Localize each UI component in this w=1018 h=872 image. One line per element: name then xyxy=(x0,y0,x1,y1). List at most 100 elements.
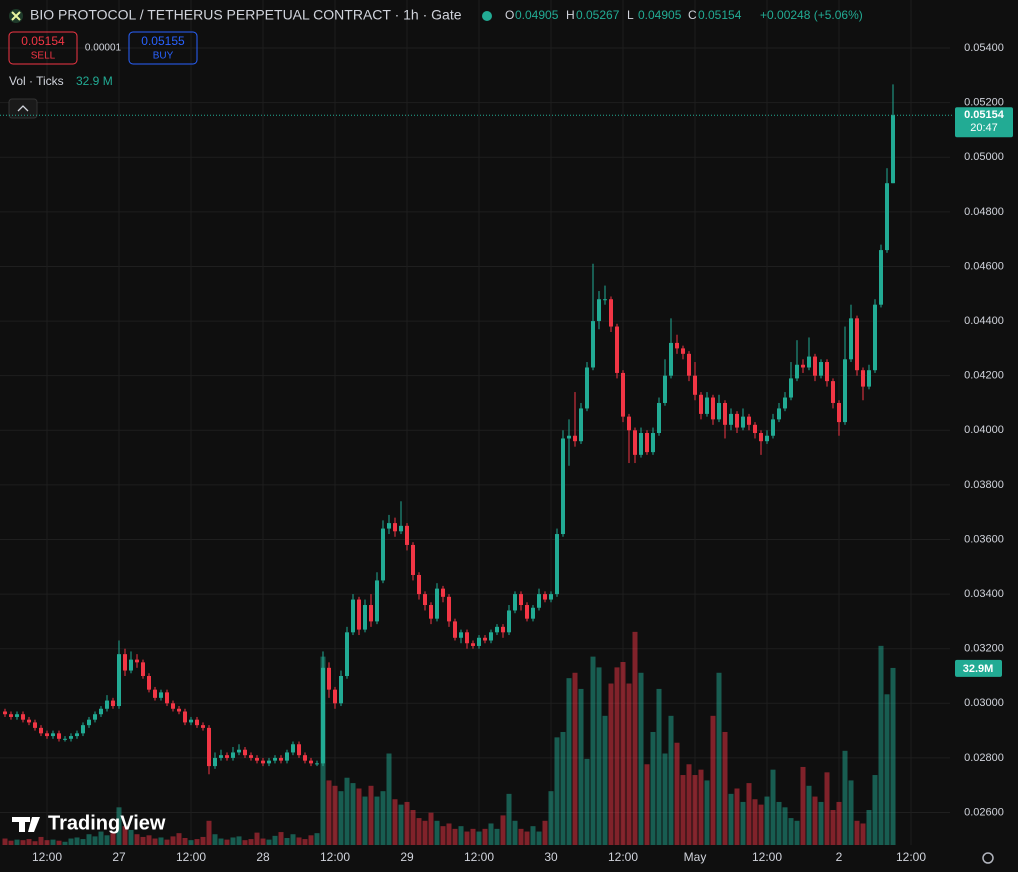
volume-bar xyxy=(206,820,212,845)
y-tick-label: 0.03000 xyxy=(964,697,1004,709)
volume-bar xyxy=(830,810,836,845)
candle-body xyxy=(98,708,103,715)
volume-bar xyxy=(422,820,428,845)
title: BIO PROTOCOL / TETHERUS PERPETUAL CONTRA… xyxy=(30,7,462,23)
candle-body xyxy=(638,433,643,455)
candle-body xyxy=(242,749,247,756)
candle-body xyxy=(692,375,697,395)
collapse-button[interactable] xyxy=(8,98,38,119)
settings-icon[interactable] xyxy=(982,852,994,864)
volume-bar xyxy=(290,834,296,845)
volume-bar xyxy=(632,631,638,845)
volume-bar xyxy=(296,837,302,845)
buy-button[interactable] xyxy=(128,31,198,65)
candle-body xyxy=(362,605,367,630)
candle-body xyxy=(524,605,529,619)
volume-bar xyxy=(548,791,554,845)
volume-bar xyxy=(194,839,200,845)
candle-body xyxy=(878,250,883,305)
candle-body xyxy=(422,594,427,606)
candle-body xyxy=(728,413,733,425)
candle-body xyxy=(470,643,475,646)
candle-body xyxy=(812,356,817,376)
candle-body xyxy=(284,752,289,761)
volume-bar xyxy=(380,791,386,845)
sell-button[interactable] xyxy=(8,31,78,65)
volume-bar xyxy=(716,672,722,845)
candle-body xyxy=(602,299,607,301)
candle-body xyxy=(536,594,541,608)
candle-body xyxy=(716,402,721,420)
candle-body xyxy=(176,708,181,712)
candle-body xyxy=(302,755,307,761)
x-tick-label: 30 xyxy=(544,850,558,864)
candle-body xyxy=(404,525,409,545)
candle-body xyxy=(278,757,283,761)
candle-body xyxy=(182,711,187,723)
candle-body xyxy=(698,394,703,414)
y-tick-label: 0.04200 xyxy=(964,370,1004,382)
candle-body xyxy=(500,626,505,633)
candle-body xyxy=(674,342,679,349)
watermark-logo xyxy=(12,817,40,832)
y-tick-label: 0.04800 xyxy=(964,206,1004,218)
volume-bar xyxy=(566,678,572,845)
candle-body xyxy=(770,419,775,436)
volume-bar xyxy=(32,841,38,845)
volume-bar xyxy=(62,841,68,845)
volume-bar xyxy=(458,826,464,845)
candle-body xyxy=(632,430,637,455)
countdown: 20:47 xyxy=(970,122,998,134)
volume-bar xyxy=(428,812,434,845)
volume-bar xyxy=(524,831,530,845)
candle-body xyxy=(272,757,277,761)
candle-body xyxy=(890,115,895,184)
candle-body xyxy=(128,659,133,671)
candle-body xyxy=(668,342,673,376)
candle-body xyxy=(806,356,811,368)
volume-bar xyxy=(710,715,716,845)
ohlc-value: 0.05154 xyxy=(698,8,742,22)
volume-bar xyxy=(476,831,482,845)
candle-body xyxy=(56,733,61,739)
y-tick-label: 0.05200 xyxy=(964,97,1004,109)
candle-body xyxy=(608,299,613,327)
buy-price: 0.05155 xyxy=(141,34,185,48)
volume-bar xyxy=(74,837,80,845)
candle-body xyxy=(296,744,301,756)
candle-body xyxy=(554,534,559,595)
candle-body xyxy=(62,738,67,740)
x-tick-label: 27 xyxy=(112,850,126,864)
volume-bar xyxy=(866,810,872,845)
volume-bar xyxy=(680,775,686,845)
volume-tag xyxy=(955,659,1002,677)
volume-bar xyxy=(824,772,830,845)
sell-price: 0.05154 xyxy=(21,34,65,48)
volume-bar xyxy=(572,672,578,845)
candle-body xyxy=(260,760,265,764)
volume-bar xyxy=(668,715,674,845)
grid xyxy=(0,0,950,845)
volume-bar xyxy=(122,826,128,845)
candle-body xyxy=(752,424,757,434)
candle-body xyxy=(20,714,25,720)
volume-bar xyxy=(350,783,356,845)
market-status xyxy=(482,11,492,21)
candle-body xyxy=(410,544,415,575)
spread: 0.00001 xyxy=(85,43,122,54)
volume-bar xyxy=(332,785,338,845)
volume-bar xyxy=(446,823,452,845)
candle-body xyxy=(314,763,319,765)
volume-bar xyxy=(764,796,770,845)
candle-body xyxy=(110,700,115,707)
candle-body xyxy=(560,438,565,535)
buy-label: BUY xyxy=(153,51,174,62)
volume-bar xyxy=(200,836,206,845)
volume-bar xyxy=(98,831,104,845)
volume-bar xyxy=(698,769,704,845)
volume-bar xyxy=(686,764,692,845)
volume-bar xyxy=(440,826,446,845)
candle-body xyxy=(134,659,139,663)
x-tick-label: 2 xyxy=(836,850,843,864)
candle-body xyxy=(506,610,511,633)
